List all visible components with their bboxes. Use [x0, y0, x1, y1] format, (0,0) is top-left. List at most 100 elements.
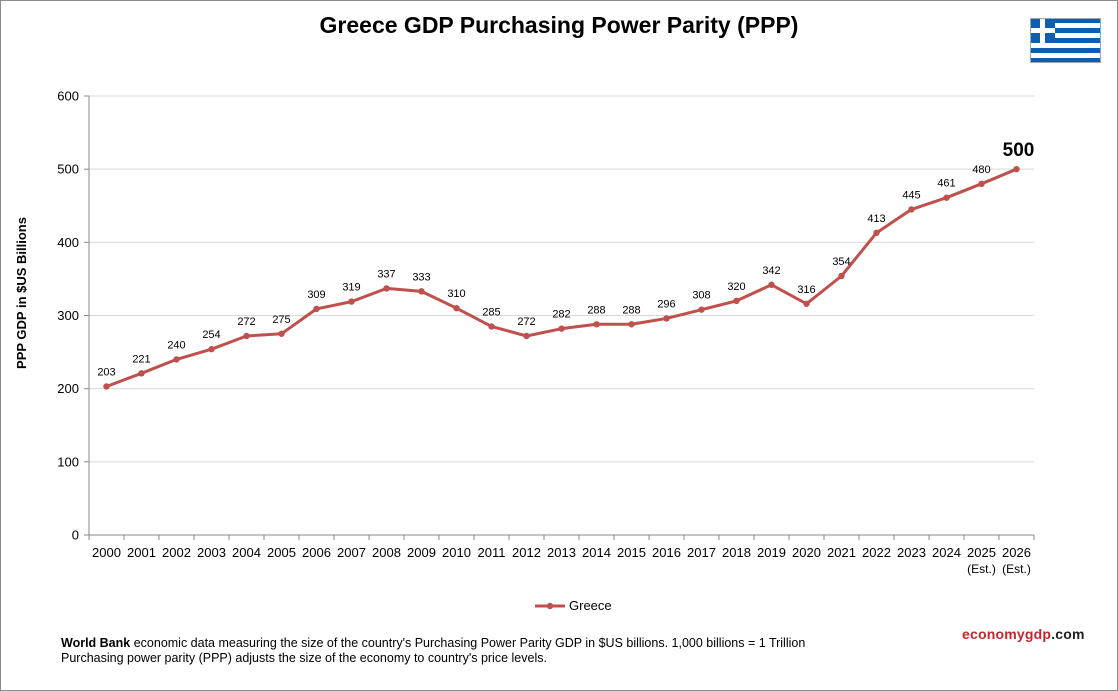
data-label: 272 — [237, 316, 255, 328]
y-tick-label: 100 — [57, 454, 79, 469]
data-label: 480 — [972, 164, 990, 176]
x-tick-label: 2012 — [512, 545, 541, 560]
data-point[interactable] — [663, 315, 670, 322]
data-label: 316 — [797, 284, 815, 296]
x-tick-label: 2015 — [617, 545, 646, 560]
data-point[interactable] — [768, 281, 775, 288]
data-point[interactable] — [803, 300, 810, 307]
y-tick-label: 200 — [57, 381, 79, 396]
y-tick-label: 600 — [57, 89, 79, 104]
legend-label: Greece — [569, 598, 612, 613]
data-point[interactable] — [488, 323, 495, 330]
greece-flag-icon — [1030, 18, 1101, 63]
data-point[interactable] — [873, 229, 880, 237]
data-point[interactable] — [593, 321, 600, 328]
data-point[interactable] — [348, 298, 355, 305]
footer-line-1: World Bank economic data measuring the s… — [61, 636, 941, 651]
x-tick-label: 2008 — [372, 545, 401, 560]
data-point[interactable] — [733, 297, 740, 305]
data-label: 221 — [132, 353, 150, 365]
x-tick-label: 2021 — [827, 545, 856, 560]
x-tick-label: 2024 — [932, 545, 961, 560]
x-tick-label: 2007 — [337, 545, 366, 560]
data-point[interactable] — [208, 345, 215, 353]
data-point[interactable] — [628, 321, 635, 328]
x-tick-label: 2011 — [478, 545, 506, 560]
data-label: 413 — [867, 213, 885, 225]
data-point[interactable] — [138, 370, 145, 377]
data-point[interactable] — [103, 383, 110, 390]
data-point[interactable] — [278, 330, 285, 337]
data-label: 309 — [307, 289, 325, 301]
data-label: 308 — [692, 290, 710, 302]
data-point[interactable] — [1013, 165, 1020, 173]
data-label: 320 — [727, 281, 745, 293]
data-label: 203 — [97, 366, 115, 378]
x-tick-note: (Est.) — [967, 562, 996, 576]
x-tick-label: 2006 — [302, 545, 331, 560]
data-label: 254 — [202, 329, 220, 341]
x-tick-label: 2016 — [652, 545, 681, 560]
data-label: 240 — [167, 339, 185, 351]
x-tick-label: 2001 — [127, 545, 156, 560]
legend: Greece — [534, 598, 612, 613]
x-tick-label: 2014 — [582, 545, 611, 560]
data-label: 461 — [937, 178, 955, 190]
x-tick-note: (Est.) — [1002, 562, 1031, 576]
x-tick-label: 2010 — [442, 545, 471, 560]
gridlines — [89, 95, 1034, 463]
x-tick-label: 2019 — [757, 545, 786, 560]
series-line-greece — [105, 167, 1018, 388]
data-point[interactable] — [943, 194, 950, 201]
x-tick-label: 2022 — [862, 545, 891, 560]
data-point[interactable] — [523, 332, 530, 340]
data-point[interactable] — [558, 325, 565, 332]
data-label: 445 — [902, 189, 920, 201]
x-tick-label: 2005 — [267, 545, 296, 560]
footer-source: World Bank — [61, 636, 131, 650]
series-greece — [103, 165, 1020, 390]
data-label: 333 — [412, 271, 430, 283]
data-point[interactable] — [383, 285, 390, 292]
y-tick-label: 400 — [57, 235, 79, 250]
y-axis-label: PPP GDP in $US Billions — [14, 217, 29, 369]
legend-swatch — [535, 602, 565, 609]
x-tick-label: 2017 — [687, 545, 716, 560]
data-point[interactable] — [453, 304, 460, 312]
axes — [84, 95, 1035, 540]
y-tick-label: 500 — [57, 162, 79, 177]
data-label: 296 — [657, 298, 675, 310]
chart-title: Greece GDP Purchasing Power Parity (PPP) — [319, 12, 799, 38]
data-label: 282 — [552, 309, 570, 321]
data-point[interactable] — [243, 332, 250, 340]
x-tick-labels: 2000 2001 2002 2003 2004 2005 2006 2007 2008 2009… — [92, 545, 1031, 576]
data-label: 288 — [622, 304, 640, 316]
x-tick-label: 2026 — [1002, 545, 1031, 560]
data-point[interactable] — [838, 272, 845, 280]
brand-logo[interactable]: economygdp.com — [962, 626, 1085, 642]
y-tick-label: 300 — [57, 308, 79, 323]
brand-part-2: gdp — [1024, 626, 1052, 642]
data-point[interactable] — [698, 306, 705, 313]
data-label-highlight: 500 — [1003, 140, 1035, 161]
data-point[interactable] — [173, 356, 180, 363]
data-label: 288 — [587, 304, 605, 316]
y-tick-labels: 0 100 200 300 400 500 600 — [57, 89, 79, 543]
data-label: 272 — [517, 316, 535, 328]
x-tick-label: 2004 — [232, 545, 261, 560]
data-label: 354 — [832, 256, 850, 268]
data-point[interactable] — [978, 180, 985, 187]
x-tick-label: 2000 — [92, 545, 121, 560]
data-point[interactable] — [908, 206, 915, 213]
x-tick-label: 2025 — [967, 545, 996, 560]
data-point[interactable] — [418, 288, 425, 295]
data-label: 342 — [762, 265, 780, 277]
data-label: 275 — [272, 314, 290, 326]
data-point[interactable] — [313, 305, 320, 313]
x-tick-label: 2013 — [547, 545, 576, 560]
data-label: 319 — [342, 282, 360, 294]
footer-line-2: Purchasing power parity (PPP) adjusts th… — [61, 651, 547, 665]
data-label: 310 — [447, 288, 465, 300]
